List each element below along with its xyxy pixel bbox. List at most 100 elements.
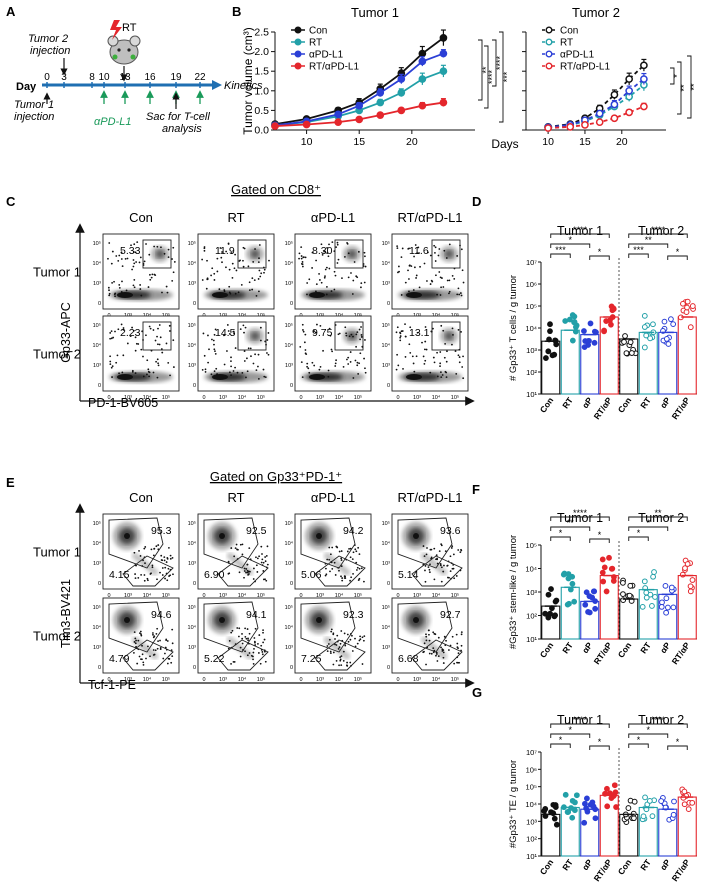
- event-dot: [423, 555, 426, 558]
- event-dot: [435, 653, 438, 655]
- data-point: [585, 338, 591, 344]
- event-dot: [157, 640, 159, 643]
- data-point: [603, 588, 610, 595]
- y-tick-label: 10³: [285, 561, 293, 567]
- event-dot: [359, 338, 361, 341]
- event-dot: [233, 267, 236, 270]
- y-tick-label: 10⁶: [526, 765, 537, 774]
- event-dot: [228, 572, 231, 575]
- bar: [638, 331, 658, 395]
- event-dot: [349, 361, 352, 363]
- event-dot: [163, 556, 166, 559]
- event-dot: [357, 579, 360, 581]
- event-dot: [423, 348, 426, 351]
- event-dot: [434, 633, 437, 636]
- data-point: [582, 800, 588, 807]
- event-dot: [440, 580, 443, 583]
- event-dot: [404, 335, 407, 338]
- event-dot: [460, 248, 463, 251]
- data-point: [549, 352, 556, 359]
- event-dot: [441, 277, 443, 279]
- column-header: Con: [129, 490, 153, 505]
- event-dot: [243, 360, 246, 362]
- event-dot: [156, 376, 159, 379]
- population-center: [309, 292, 325, 298]
- data-point: [663, 336, 670, 342]
- data-point: [569, 337, 576, 344]
- event-dot: [252, 662, 255, 665]
- x-tick-label: 10⁴: [432, 312, 441, 319]
- lower-gate-percentage: 5.06: [301, 569, 322, 581]
- flow-plot: 00 10³ 10³ 10⁴ 10⁴ 10⁵ 10⁵ 92.3 7.25: [285, 597, 372, 683]
- x-tick-label: 10³: [219, 395, 227, 401]
- event-dot: [436, 351, 438, 354]
- y-axis-title: Gp33-APC: [59, 302, 73, 362]
- event-dot: [346, 661, 349, 664]
- event-dot: [328, 267, 331, 270]
- event-dot: [334, 643, 336, 646]
- y-tick-label: 0: [193, 581, 196, 587]
- x-tick-label: 20: [616, 136, 628, 148]
- event-dot: [234, 347, 237, 349]
- event-dot: [172, 271, 175, 274]
- event-dot: [247, 639, 249, 642]
- event-dot: [173, 261, 176, 263]
- event-dot: [162, 657, 165, 660]
- population-center: [117, 374, 133, 380]
- event-dot: [423, 650, 425, 653]
- sig-label: **: [654, 508, 662, 518]
- event-dot: [214, 352, 217, 355]
- event-dot: [253, 637, 256, 639]
- event-dot: [169, 374, 171, 377]
- event-dot: [262, 368, 265, 371]
- y-tick-label: 10⁴: [93, 540, 102, 547]
- y-tick-label: 10⁵: [526, 302, 537, 311]
- event-dot: [436, 660, 439, 662]
- event-dot: [157, 362, 160, 365]
- event-dot: [252, 261, 255, 263]
- event-dot: [239, 543, 242, 546]
- event-dot: [143, 547, 146, 550]
- event-dot: [234, 366, 236, 369]
- lower-gate: [314, 639, 366, 671]
- event-dot: [396, 247, 399, 250]
- event-dot: [146, 577, 149, 580]
- event-dot: [429, 254, 432, 257]
- data-point: [641, 344, 648, 351]
- event-dot: [356, 566, 359, 569]
- data-point: [680, 794, 687, 801]
- y-tick-label: 10⁵: [93, 520, 101, 527]
- event-dot: [343, 575, 346, 578]
- x-tick-label: 10³: [124, 677, 132, 683]
- sig-bracket: [670, 67, 675, 85]
- day-tick-label: 0: [44, 72, 50, 83]
- data-point: [566, 316, 573, 323]
- data-point: [584, 795, 590, 802]
- event-dot: [255, 564, 258, 567]
- y-tick-label: 0.0: [254, 125, 269, 137]
- event-dot: [153, 653, 156, 656]
- event-dot: [399, 336, 402, 339]
- event-dot: [230, 365, 232, 368]
- upper-gate: [203, 601, 259, 653]
- event-dot: [445, 257, 448, 259]
- x-tick-label: 10: [301, 136, 313, 148]
- event-dot: [216, 377, 219, 380]
- x-tick-label: 10³: [413, 395, 421, 401]
- data-point: [640, 61, 648, 70]
- y-tick-label: 10⁵: [93, 604, 101, 611]
- data-point: [647, 335, 654, 342]
- event-dot: [300, 257, 303, 260]
- mouse-eye-right: [127, 48, 131, 52]
- data-point: [685, 806, 692, 812]
- event-dot: [267, 332, 270, 334]
- event-dot: [260, 545, 263, 548]
- x-tick-label: 10³: [316, 593, 324, 599]
- event-dot: [132, 651, 135, 654]
- event-dot: [433, 547, 436, 550]
- plot-frame: [391, 513, 469, 590]
- sig-bracket: [628, 723, 688, 728]
- event-dot: [364, 367, 366, 370]
- event-dot: [140, 294, 143, 297]
- event-dot: [204, 371, 207, 373]
